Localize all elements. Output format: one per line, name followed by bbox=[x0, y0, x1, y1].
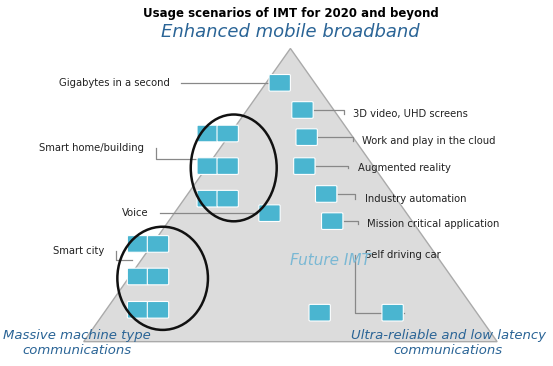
FancyBboxPatch shape bbox=[269, 75, 290, 91]
FancyBboxPatch shape bbox=[296, 129, 317, 145]
Text: Usage scenarios of IMT for 2020 and beyond: Usage scenarios of IMT for 2020 and beyo… bbox=[143, 7, 439, 20]
FancyBboxPatch shape bbox=[259, 205, 280, 221]
FancyBboxPatch shape bbox=[321, 213, 343, 229]
Text: Enhanced mobile broadband: Enhanced mobile broadband bbox=[161, 23, 420, 41]
FancyBboxPatch shape bbox=[197, 158, 218, 175]
Text: Mission critical application: Mission critical application bbox=[367, 219, 499, 229]
FancyBboxPatch shape bbox=[127, 268, 149, 285]
FancyBboxPatch shape bbox=[197, 190, 218, 207]
FancyBboxPatch shape bbox=[294, 158, 315, 175]
FancyBboxPatch shape bbox=[217, 158, 238, 175]
Text: Future IMT: Future IMT bbox=[290, 253, 371, 268]
FancyBboxPatch shape bbox=[309, 305, 330, 321]
Text: 3D video, UHD screens: 3D video, UHD screens bbox=[353, 109, 468, 119]
FancyBboxPatch shape bbox=[217, 190, 238, 207]
Polygon shape bbox=[84, 48, 497, 342]
FancyBboxPatch shape bbox=[127, 236, 149, 252]
Text: Smart city: Smart city bbox=[53, 246, 105, 256]
Text: Gigabytes in a second: Gigabytes in a second bbox=[59, 78, 170, 88]
FancyBboxPatch shape bbox=[382, 305, 403, 321]
Text: Smart home/building: Smart home/building bbox=[39, 143, 144, 153]
FancyBboxPatch shape bbox=[292, 102, 313, 118]
Text: Industry automation: Industry automation bbox=[365, 194, 466, 203]
Text: Massive machine type
communications: Massive machine type communications bbox=[3, 329, 150, 357]
FancyBboxPatch shape bbox=[147, 268, 169, 285]
Text: Augmented reality: Augmented reality bbox=[358, 163, 451, 173]
FancyBboxPatch shape bbox=[197, 125, 218, 142]
FancyBboxPatch shape bbox=[217, 125, 238, 142]
FancyBboxPatch shape bbox=[147, 236, 169, 252]
Text: Work and play in the cloud: Work and play in the cloud bbox=[362, 136, 496, 146]
Text: Voice: Voice bbox=[122, 208, 149, 218]
Text: Self driving car: Self driving car bbox=[365, 250, 441, 260]
FancyBboxPatch shape bbox=[147, 302, 169, 318]
Text: Ultra-reliable and low latency
communications: Ultra-reliable and low latency communica… bbox=[351, 329, 546, 357]
FancyBboxPatch shape bbox=[316, 186, 337, 202]
FancyBboxPatch shape bbox=[127, 302, 149, 318]
